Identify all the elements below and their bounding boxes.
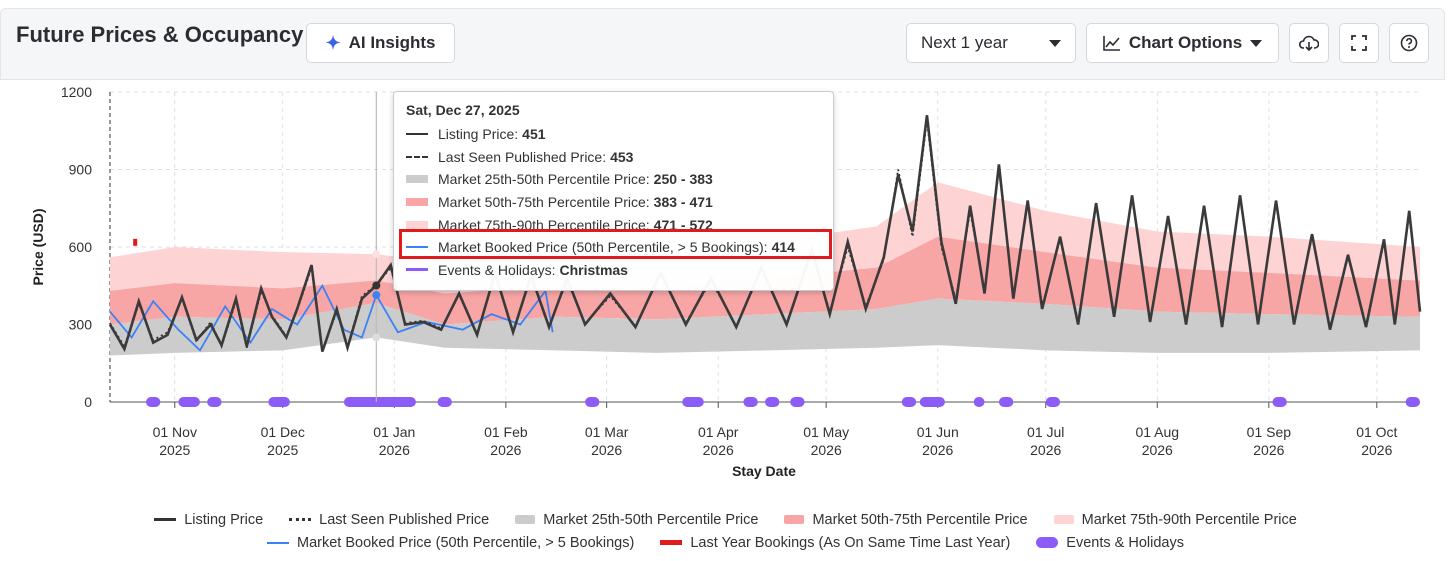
event-marker (1045, 397, 1061, 407)
chevron-down-icon (1250, 39, 1263, 47)
event-marker (145, 397, 161, 407)
y-tick-label: 900 (69, 162, 93, 178)
event-marker (973, 397, 985, 407)
ai-insights-label: AI Insights (348, 33, 436, 52)
y-tick-label: 300 (69, 317, 93, 333)
legend-listing-price[interactable]: Listing Price (154, 512, 263, 528)
x-tick-label: 2026 (1142, 442, 1173, 458)
event-marker (207, 397, 222, 407)
x-tick-label: 2026 (591, 442, 622, 458)
x-tick-label: 01 Nov (153, 424, 197, 440)
help-button[interactable] (1389, 23, 1429, 63)
x-tick-label: 01 Feb (484, 424, 528, 440)
cloud-download-icon (1299, 35, 1319, 52)
event-marker (682, 397, 704, 407)
y-tick-label: 0 (84, 394, 92, 410)
page-title: Future Prices & Occupancy (16, 22, 304, 47)
band-market-25th-50th-percentile-price (110, 298, 1420, 356)
x-tick-label: 01 Jul (1027, 424, 1064, 440)
hover-point-band-high (372, 250, 381, 259)
chart-options-button[interactable]: Chart Options (1086, 23, 1279, 63)
event-marker (901, 397, 917, 407)
x-tick-label: 2026 (811, 442, 842, 458)
event-marker (1272, 397, 1287, 407)
sparkle-icon: ✦ (325, 32, 341, 53)
event-marker (585, 397, 600, 407)
event-marker (1405, 397, 1420, 407)
event-marker (919, 397, 945, 407)
tooltip-row-p25-50: Market 25th-50th Percentile Price: 250 - … (406, 168, 821, 191)
event-line-icon (406, 268, 428, 272)
x-tick-label: 2026 (1361, 442, 1392, 458)
hover-point-band-low (372, 333, 381, 342)
x-tick-label: 01 Dec (261, 424, 305, 440)
legend-last-year[interactable]: Last Year Bookings (As On Same Time Last… (660, 535, 1010, 551)
tooltip-row-events: Events & Holidays: Christmas (406, 259, 821, 282)
period-select[interactable]: Next 1 year (906, 23, 1076, 63)
hover-point-booked (372, 291, 381, 300)
x-tick-label: 01 Jun (917, 424, 959, 440)
listing-line-icon (406, 133, 428, 136)
help-icon (1400, 34, 1418, 52)
chart-legend: Listing Price Last Seen Published Price … (0, 508, 1451, 554)
x-tick-label: 2026 (379, 442, 410, 458)
legend-booked-price[interactable]: Market Booked Price (50th Percentile, > … (267, 535, 634, 551)
legend-p50-75[interactable]: Market 50th-75th Percentile Price (784, 512, 1028, 528)
x-tick-label: 01 Mar (585, 424, 629, 440)
tooltip-row-p75-90: Market 75th-90th Percentile Price: 471 - … (406, 213, 821, 236)
event-marker (743, 397, 758, 407)
dashed-line-icon (406, 155, 428, 158)
y-tick-label: 600 (69, 239, 93, 255)
tooltip-row-last-seen: Last Seen Published Price: 453 (406, 146, 821, 169)
fullscreen-button[interactable] (1339, 23, 1379, 63)
x-tick-label: 2026 (1253, 442, 1284, 458)
legend-p25-50[interactable]: Market 25th-50th Percentile Price (515, 512, 758, 528)
booked-line-icon (406, 246, 428, 249)
legend-last-seen-price[interactable]: Last Seen Published Price (289, 512, 489, 528)
last-year-booking-mark (133, 238, 138, 246)
tooltip-row-listing: Listing Price: 451 (406, 123, 821, 146)
legend-p75-90[interactable]: Market 75th-90th Percentile Price (1053, 512, 1297, 528)
event-marker (437, 397, 452, 407)
x-tick-label: 2026 (703, 442, 734, 458)
band-icon (406, 198, 428, 207)
tooltip-date: Sat, Dec 27, 2025 (406, 102, 520, 118)
booked-price-line (109, 283, 554, 352)
tooltip-highlight-box (399, 229, 832, 259)
event-marker (998, 397, 1014, 407)
x-tick-label: 01 May (803, 424, 849, 440)
x-tick-label: 2025 (267, 442, 298, 458)
chart-tooltip: Sat, Dec 27, 2025 Listing Price: 451 Last… (393, 91, 834, 291)
x-tick-label: 01 Jan (373, 424, 415, 440)
event-marker (343, 397, 416, 407)
x-tick-label: 01 Oct (1356, 424, 1397, 440)
band-icon (406, 220, 428, 229)
event-marker (790, 397, 805, 407)
event-marker (178, 397, 200, 407)
x-tick-label: 01 Sep (1247, 424, 1292, 440)
legend-events[interactable]: Events & Holidays (1036, 535, 1184, 551)
y-tick-label: 1200 (61, 84, 92, 100)
y-axis-title: Price (USD) (30, 208, 46, 285)
ai-insights-button[interactable]: ✦ AI Insights (306, 23, 455, 63)
period-select-value: Next 1 year (921, 33, 1008, 52)
x-tick-label: 2026 (1030, 442, 1061, 458)
x-tick-label: 01 Aug (1135, 424, 1179, 440)
line-chart-icon (1103, 36, 1120, 51)
chevron-down-icon (1049, 39, 1061, 47)
event-marker (765, 397, 780, 407)
x-tick-label: 2026 (490, 442, 521, 458)
tooltip-row-p50-75: Market 50th-75th Percentile Price: 383 - … (406, 191, 821, 214)
download-button[interactable] (1289, 23, 1329, 63)
tooltip-row-booked: Market Booked Price (50th Percentile, > … (406, 236, 821, 259)
x-tick-label: 01 Apr (698, 424, 739, 440)
fullscreen-icon (1351, 35, 1367, 51)
chart-options-label: Chart Options (1128, 33, 1243, 52)
x-axis-title: Stay Date (732, 463, 796, 479)
hover-point-listing (372, 281, 381, 290)
x-tick-label: 2025 (159, 442, 190, 458)
x-tick-label: 2026 (922, 442, 953, 458)
band-icon (406, 175, 428, 184)
event-marker (268, 397, 290, 407)
